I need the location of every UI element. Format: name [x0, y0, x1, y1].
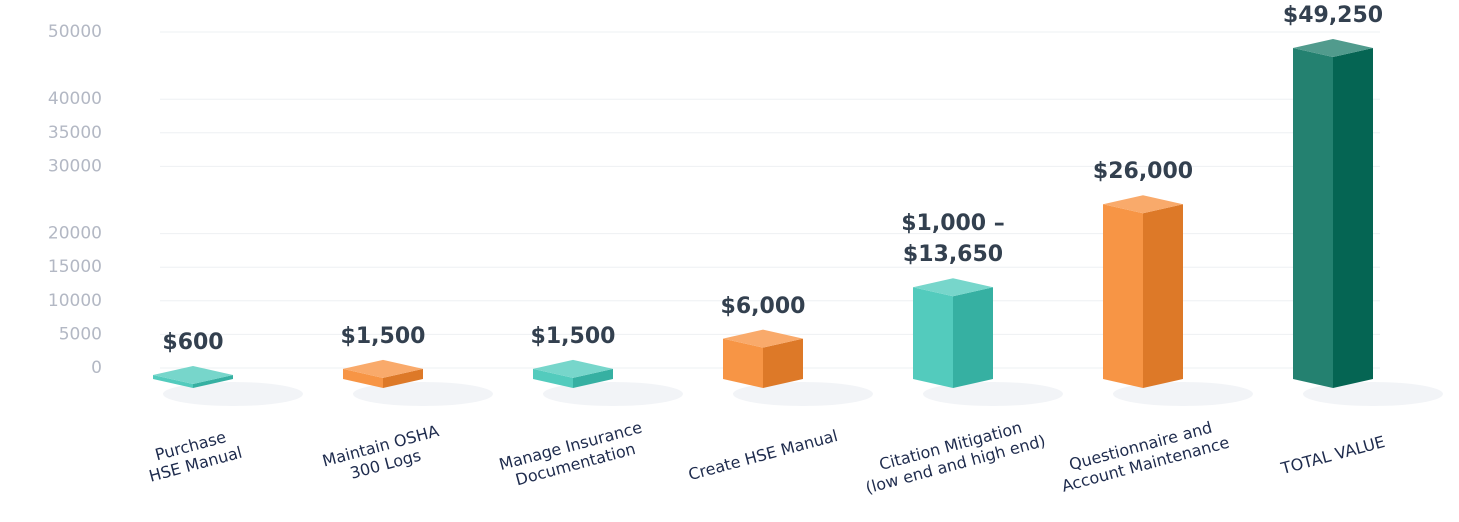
- bar-right-face: [1143, 204, 1183, 388]
- bar-left-face: [343, 368, 383, 388]
- bar-right-face: [763, 338, 803, 388]
- bar: [343, 359, 493, 406]
- bar-left-face: [1103, 204, 1143, 388]
- bar: [533, 359, 683, 406]
- bar-shadow: [353, 382, 493, 406]
- bar-top-face: [1103, 195, 1183, 214]
- bar-right-face: [573, 368, 613, 388]
- bar: [723, 329, 873, 406]
- bar-right-face: [383, 368, 423, 388]
- y-tick-label: 20000: [48, 224, 102, 244]
- bar-left-face: [1293, 48, 1333, 388]
- bar-left-face: [533, 368, 573, 388]
- bar-top-face: [533, 359, 613, 378]
- y-tick-label: 50000: [48, 22, 102, 42]
- bar-top-face: [1293, 39, 1373, 58]
- y-tick-label: 35000: [48, 123, 102, 143]
- y-tick-label: 30000: [48, 156, 102, 176]
- y-tick-label: 10000: [48, 291, 102, 311]
- bar-shadow: [543, 382, 683, 406]
- bar-shadow: [923, 382, 1063, 406]
- bar-left-face: [723, 338, 763, 388]
- bar: [913, 278, 1063, 406]
- bar-shadow: [733, 382, 873, 406]
- bar-shadow: [1113, 382, 1253, 406]
- y-tick-label: 40000: [48, 89, 102, 109]
- bar-left-face: [153, 374, 193, 388]
- value-label: $1,000 – $13,650: [901, 211, 1005, 268]
- bar-right-face: [953, 287, 993, 388]
- value-label: $1,500: [530, 323, 616, 349]
- bar: [153, 365, 303, 406]
- bar-left-face: [913, 287, 953, 388]
- y-tick-label: 0: [91, 358, 102, 378]
- value-label: $49,250: [1282, 3, 1384, 29]
- bar-shadow: [1303, 382, 1443, 406]
- bar-right-face: [1333, 48, 1373, 388]
- bar-top-face: [913, 278, 993, 297]
- y-tick-label: 5000: [59, 324, 102, 344]
- value-label: $6,000: [720, 293, 806, 319]
- bar-top-face: [343, 359, 423, 378]
- bar: [1293, 39, 1443, 406]
- bar-top-face: [723, 329, 803, 348]
- bar-right-face: [193, 374, 233, 388]
- value-label: $1,500: [340, 323, 426, 349]
- bar: [1103, 195, 1253, 406]
- value-label: $26,000: [1092, 159, 1194, 185]
- bar-top-face: [153, 365, 233, 384]
- value-label: $600: [162, 329, 224, 355]
- y-tick-label: 15000: [48, 257, 102, 277]
- bar-shadow: [163, 382, 303, 406]
